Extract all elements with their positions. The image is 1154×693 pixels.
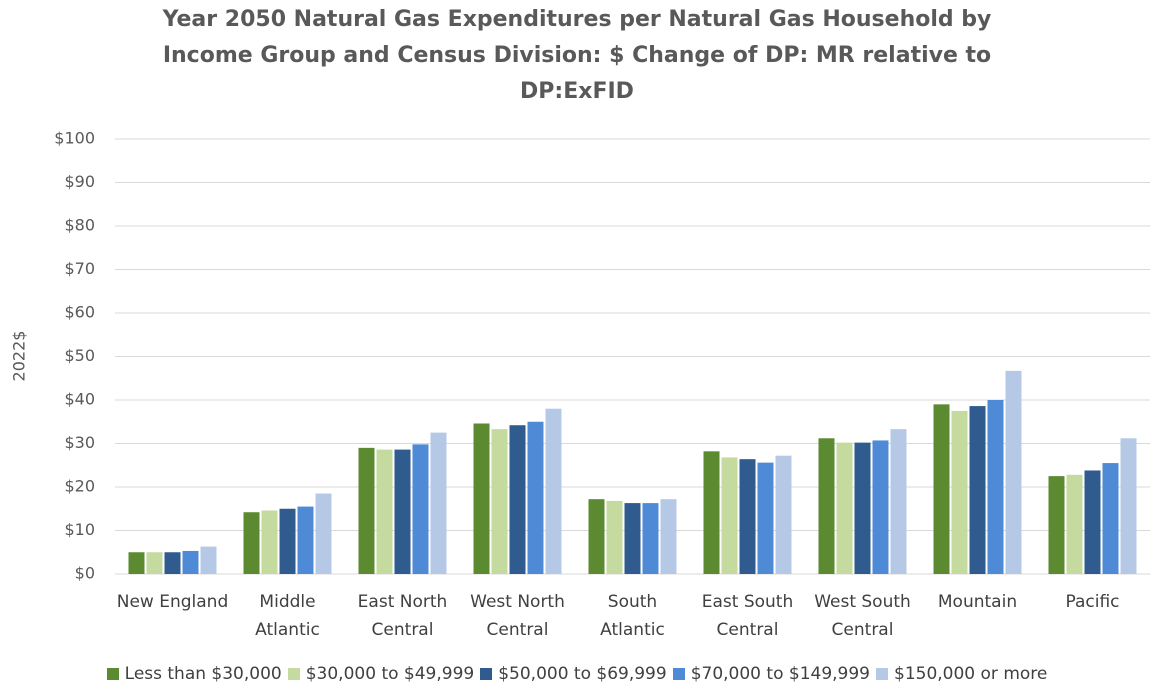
bar [969,406,986,574]
x-tick-label: West South Central [814,592,911,640]
bar [933,404,950,574]
bar [146,552,163,574]
y-tick-label: $60 [64,303,95,322]
bar [660,499,677,574]
bar [818,438,835,574]
bar [1048,476,1065,574]
legend-item: Less than $30,000 [106,664,282,684]
legend-label: Less than $30,000 [124,664,282,684]
bar [703,451,720,574]
bar [412,444,429,574]
bar [261,510,278,574]
bar [1102,463,1119,574]
bar [987,400,1004,574]
y-tick-label: $30 [64,433,95,452]
bar [545,408,562,574]
legend-label: $50,000 to $69,999 [498,664,667,684]
bar [491,429,508,574]
y-axis-label: 2022$ [10,331,29,382]
bar [473,423,490,574]
bar [739,459,756,574]
legend-item: $70,000 to $149,999 [672,664,870,684]
bar [297,506,314,574]
legend-swatch [876,668,888,680]
bar [854,442,871,574]
y-tick-label: $90 [64,172,95,191]
x-tick-label: East South Central [701,592,794,640]
bar [430,432,447,574]
bar [1084,470,1101,574]
legend-label: $30,000 to $49,999 [305,664,475,684]
legend-swatch [480,668,493,680]
bar [315,493,332,574]
bar [1066,474,1083,574]
bar [757,462,774,574]
chart-title: Year 2050 Natural Gas Expenditures per N… [162,7,992,104]
legend-item: $150,000 or more [876,664,1047,684]
bar [642,503,659,574]
legend-item: $50,000 to $69,999 [480,664,667,684]
y-tick-label: $100 [54,129,95,148]
bar [200,546,217,574]
y-tick-label: $10 [64,520,95,539]
bar [164,552,181,574]
bar [775,455,792,574]
y-tick-label: $0 [75,564,95,583]
x-tick-label: New England [116,592,229,612]
y-tick-label: $80 [64,216,95,235]
bar [358,447,375,574]
bar [182,550,199,574]
legend-swatch [287,668,300,680]
bar [624,503,641,574]
y-tick-label: $70 [64,259,95,278]
bar [394,449,411,574]
legend-item: $30,000 to $49,999 [287,664,475,684]
x-tick-label: Middle Atlantic [255,592,320,640]
bar [1005,370,1022,574]
bar [1120,438,1137,574]
x-tick-label: Mountain [937,592,1018,612]
bar [527,421,544,574]
bar [376,449,393,574]
bar [951,410,968,574]
bar [509,425,526,574]
bar [588,499,605,574]
x-tick-label: West North Central [470,592,565,640]
bar [836,442,853,574]
y-tick-label: $20 [64,477,95,496]
bar [721,457,738,574]
x-tick-label: Pacific [1065,592,1120,612]
y-tick-label: $50 [64,346,95,365]
legend-label: $150,000 or more [894,664,1048,684]
bar [279,508,296,574]
legend-swatch [672,668,685,680]
bar [243,512,260,574]
bar [872,440,889,574]
x-tick-label: East North Central [357,592,448,640]
bar [890,429,907,574]
legend: Less than $30,000 $30,000 to $49,999 $50,0… [0,664,1154,684]
bar [128,552,145,574]
y-tick-label: $40 [64,390,95,409]
legend-swatch [106,668,119,680]
bar [606,500,623,574]
legend-label: $70,000 to $149,999 [690,664,870,684]
x-tick-label: South Atlantic [600,592,665,640]
